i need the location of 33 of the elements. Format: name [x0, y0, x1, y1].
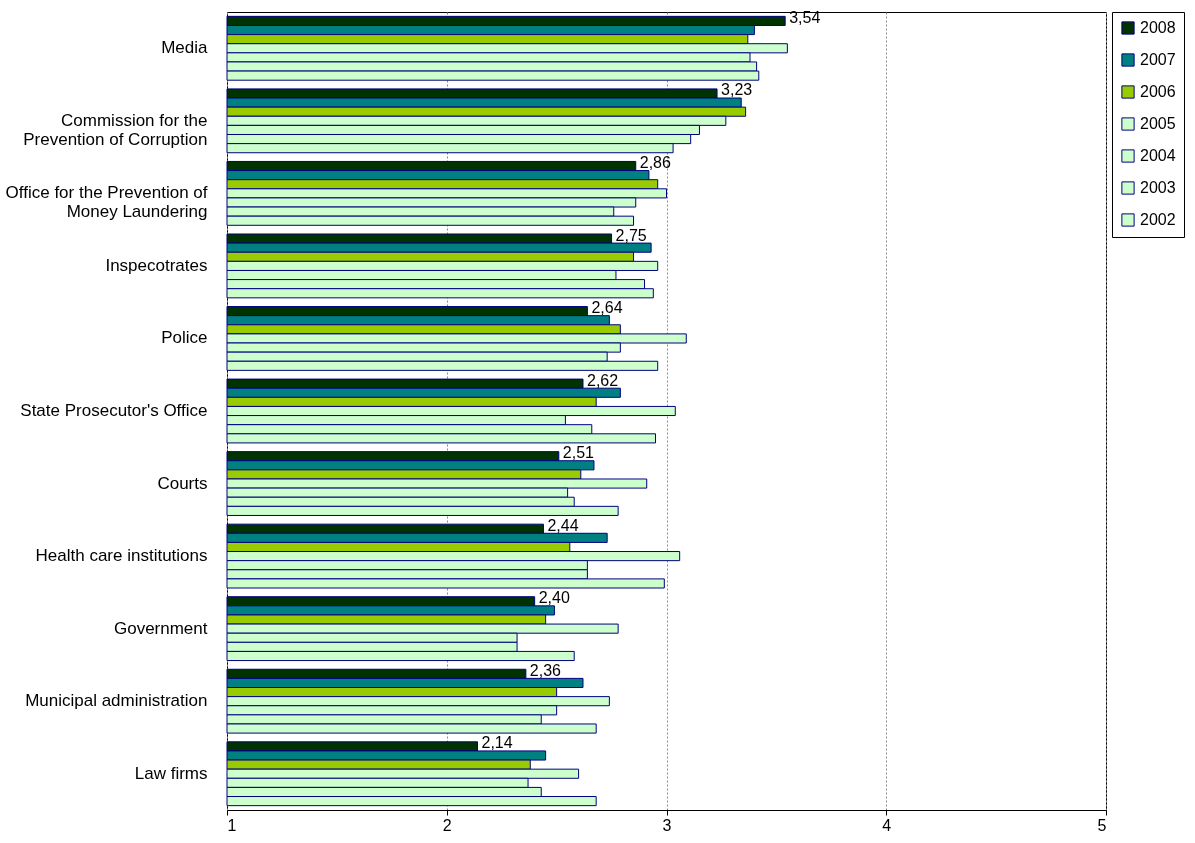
legend-label: 2007	[1140, 51, 1176, 68]
y-tick-label: Police	[161, 328, 208, 348]
x-tick-label: 5	[1097, 816, 1107, 834]
data-label: 2,36	[529, 661, 562, 679]
data-label: 2,51	[562, 444, 595, 462]
data-label: 2,86	[639, 154, 671, 171]
legend-label: 2005	[1140, 115, 1176, 132]
y-tick-label: Office for the Prevention of Money Laundering	[5, 183, 208, 222]
y-tick-label: Media	[161, 38, 209, 58]
legend-label: 2006	[1140, 83, 1176, 100]
y-tick-label: Government	[113, 618, 208, 638]
x-tick-label: 1	[227, 816, 237, 834]
legend-label: 2002	[1140, 211, 1176, 228]
data-label: 2,75	[615, 226, 647, 244]
x-tick-label: 4	[882, 816, 892, 834]
y-tick-label: Courts	[157, 473, 208, 493]
legend-label: 2003	[1140, 179, 1176, 196]
legend-label: 2004	[1140, 147, 1176, 164]
y-tick-label: Commission for the Prevention of Corruption	[23, 110, 208, 149]
data-label: 2,40	[538, 589, 570, 607]
data-label: 2,62	[586, 371, 619, 389]
data-label: 2,44	[547, 516, 579, 534]
x-tick-label: 2	[442, 816, 452, 834]
data-label: 2,14	[481, 734, 513, 752]
data-label: 2,64	[591, 299, 623, 317]
x-tick-label: 3	[662, 816, 672, 834]
legend-label: 2008	[1140, 19, 1176, 36]
y-tick-label: Health care institutions	[35, 546, 208, 566]
y-tick-label: Law firms	[134, 763, 208, 783]
y-tick-label: State Prosecutor's Office	[20, 401, 208, 420]
data-label: 3,23	[721, 81, 753, 99]
y-tick-label: Municipal administration	[25, 691, 208, 711]
y-tick-label: Inspecotrates	[105, 255, 208, 275]
